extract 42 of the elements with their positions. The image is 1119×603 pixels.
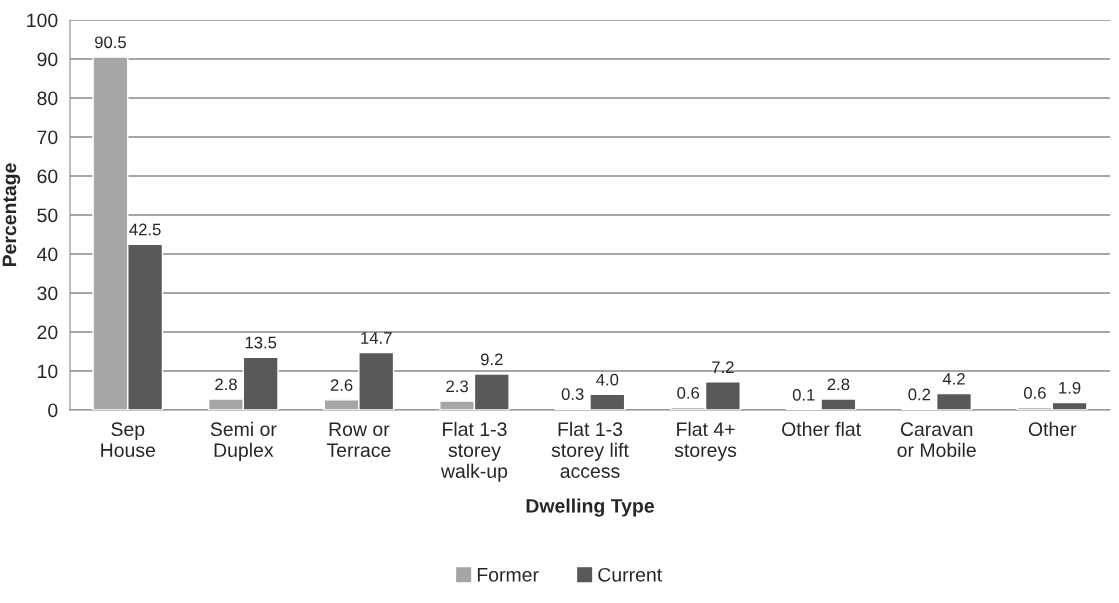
x-tick-label: Semi or Duplex (210, 421, 277, 461)
y-tick-label: 0 (48, 403, 58, 418)
y-tick-label: 60 (37, 169, 58, 184)
y-tick-label: 20 (37, 325, 58, 340)
y-tick-label: 100 (27, 13, 58, 28)
y-axis-title: Percentage (2, 163, 21, 267)
y-tick-label: 50 (37, 208, 58, 223)
data-label: 1.9 (1059, 381, 1081, 394)
x-tick-label: Sep House (101, 422, 156, 458)
data-label: 4.2 (942, 372, 965, 385)
x-tick-label: Flat 1-3 storey walk-up (440, 421, 508, 482)
x-tick-label: Other (1028, 421, 1077, 437)
data-label: 4.0 (596, 373, 619, 386)
y-tick-label: 10 (38, 364, 58, 379)
x-tick-label: Row or Terrace (326, 422, 391, 458)
data-label: 0.6 (677, 387, 700, 399)
y-tick-label: 40 (37, 247, 58, 262)
x-tick-label: Other flat (782, 421, 861, 437)
x-tick-label: Flat 4+ storeys (674, 421, 737, 461)
legend-label: Current (598, 567, 662, 582)
data-label: 2.6 (330, 379, 353, 392)
y-tick-label: 70 (37, 130, 58, 145)
data-label: 9.2 (480, 353, 503, 366)
data-label: 90.5 (95, 36, 126, 49)
data-label: 2.8 (827, 378, 850, 391)
y-tick-label: 80 (37, 91, 58, 106)
data-label: 0.1 (792, 388, 815, 401)
data-label: 13.5 (245, 336, 277, 349)
data-label: 2.8 (215, 378, 237, 391)
data-label: 0.6 (1023, 387, 1046, 399)
data-label: 0.3 (561, 388, 584, 400)
data-label: 2.3 (446, 380, 468, 393)
data-label: 0.2 (908, 388, 931, 401)
y-tick-label: 90 (37, 52, 58, 67)
y-tick-label: 30 (37, 286, 58, 301)
x-axis-title: Dwelling Type (526, 498, 654, 517)
data-label: 42.5 (129, 223, 161, 236)
data-label: 7.2 (712, 361, 734, 373)
x-tick-label: Caravan or Mobile (897, 422, 976, 458)
data-label: 14.7 (361, 332, 392, 344)
x-tick-label: Flat 1-3 storey lift access (551, 421, 629, 478)
legend-label: Former (477, 568, 539, 582)
